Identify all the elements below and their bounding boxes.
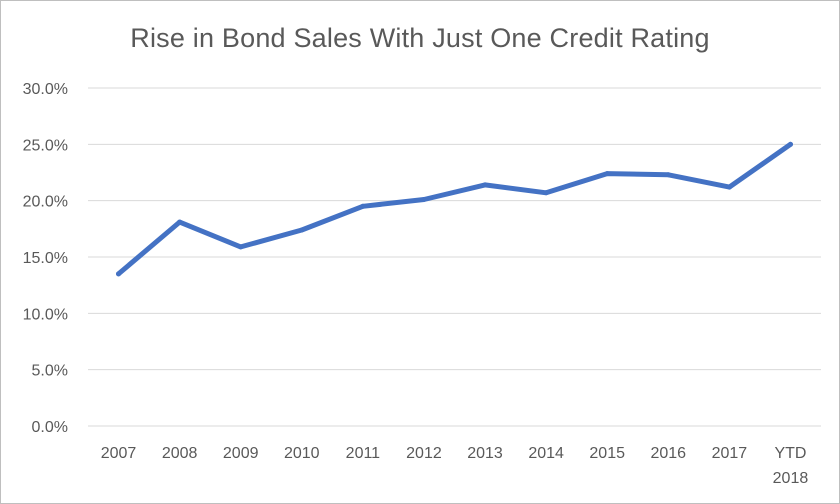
y-tick-label: 25.0% [23, 137, 68, 154]
x-tick-label: 2017 [712, 445, 748, 462]
data-point [238, 244, 244, 250]
data-point [482, 182, 488, 188]
data-point [360, 203, 366, 209]
x-tick-label: 2015 [589, 445, 625, 462]
data-point [787, 141, 793, 147]
data-point [604, 171, 610, 177]
x-tick-label: 2007 [101, 445, 137, 462]
x-tick-label: 2012 [406, 445, 442, 462]
y-tick-label: 5.0% [32, 363, 68, 380]
y-tick-label: 20.0% [23, 194, 68, 211]
x-tick-label: 2014 [528, 445, 564, 462]
y-tick-label: 30.0% [23, 81, 68, 98]
x-tick-label: 2010 [284, 445, 320, 462]
series-line [116, 141, 793, 277]
x-tick-label: 2008 [162, 445, 198, 462]
y-tick-label: 0.0% [32, 419, 68, 436]
data-point [726, 184, 732, 190]
chart-title: Rise in Bond Sales With Just One Credit … [130, 23, 710, 53]
data-point [116, 271, 122, 277]
x-tick-label: 2009 [223, 445, 259, 462]
data-point [177, 219, 183, 225]
x-tick-label: YTD 2018 [773, 445, 809, 487]
x-tick-label: 2013 [467, 445, 503, 462]
y-tick-label: 15.0% [23, 250, 68, 267]
data-point [421, 197, 427, 203]
data-point [299, 227, 305, 233]
x-tick-label: 2016 [650, 445, 686, 462]
x-tick-label: 2011 [346, 445, 381, 462]
data-point [543, 190, 549, 196]
y-tick-label: 10.0% [23, 306, 68, 323]
data-point [665, 172, 671, 178]
